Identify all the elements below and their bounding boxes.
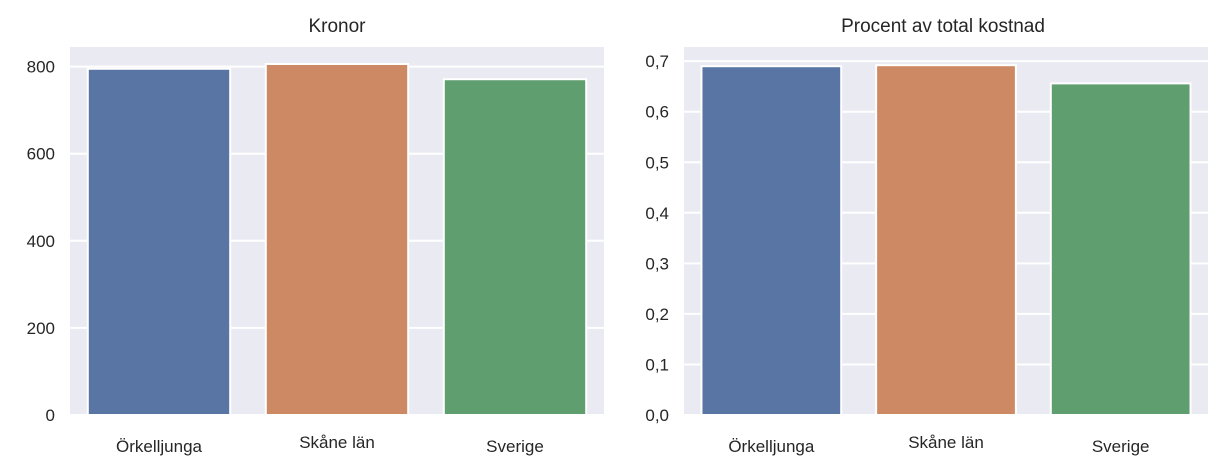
- chart-title: Kronor: [308, 16, 366, 37]
- x-tick-label: Sverige: [486, 437, 544, 456]
- y-tick-label: 0,7: [645, 52, 669, 71]
- x-tick-label: Sverige: [1092, 437, 1150, 456]
- y-tick-label: 0,2: [645, 305, 669, 324]
- x-tick-label: Skåne län: [299, 433, 375, 452]
- x-tick-label: Örkelljunga: [116, 437, 203, 456]
- y-tick-label: 0,6: [645, 103, 669, 122]
- y-tick-label: 0,3: [645, 254, 669, 273]
- chart-panel-kronor: 0 200 400 600 800 Örkelljunga Skåne län Sverige…: [27, 16, 604, 456]
- bar-örkelljunga: [86, 67, 232, 416]
- y-tick-label: 0,0: [645, 406, 669, 425]
- y-tick-label: 0,4: [645, 204, 669, 223]
- y-tick-label: 200: [27, 319, 55, 338]
- x-tick-label: Örkelljunga: [728, 437, 815, 456]
- bar-sverige: [442, 78, 588, 416]
- chart-panel-procent: 0,0 0,1 0,2 0,3 0,4 0,5 0,6 0,7 Örkelljunga Skåne…: [645, 16, 1208, 456]
- y-tick-label: 0,5: [645, 153, 669, 172]
- bar-sverige: [1049, 82, 1192, 417]
- chart-title: Procent av total kostnad: [841, 16, 1045, 37]
- y-tick-label: 800: [27, 58, 55, 77]
- bar-skåne-län: [264, 62, 410, 416]
- y-tick-label: 0: [46, 406, 55, 425]
- bar-skåne-län: [875, 64, 1017, 416]
- x-tick-label: Skåne län: [908, 433, 984, 452]
- y-tick-label: 0,1: [645, 355, 669, 374]
- bar-örkelljunga: [700, 65, 843, 416]
- y-tick-label: 400: [27, 232, 55, 251]
- y-tick-label: 600: [27, 145, 55, 164]
